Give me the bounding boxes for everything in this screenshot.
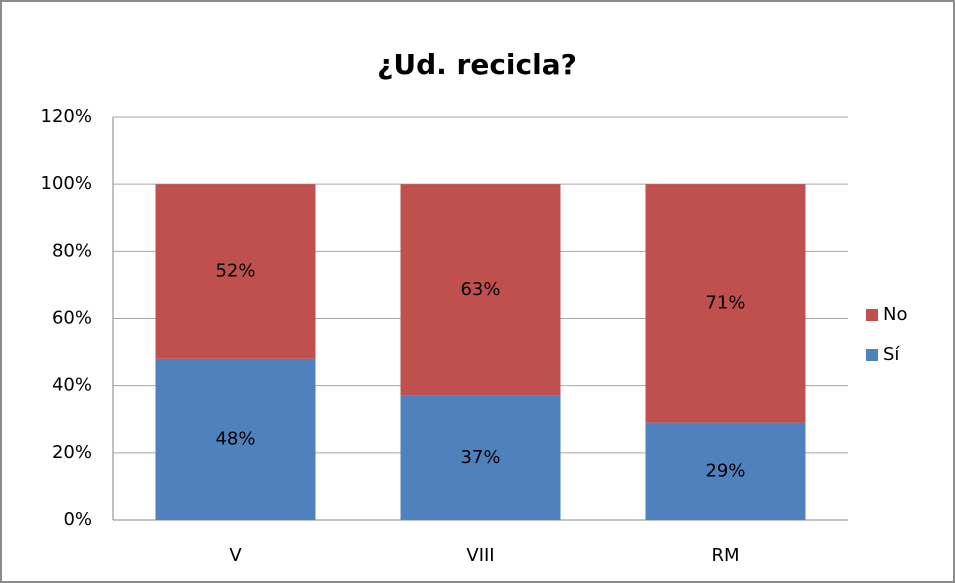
y-tick-label: 0%: [63, 509, 92, 530]
x-tick-label: V: [229, 545, 242, 566]
data-label: 48%: [215, 428, 255, 449]
legend-label: Sí: [883, 344, 900, 365]
y-tick-label: 100%: [41, 173, 92, 194]
data-label: 71%: [705, 292, 745, 313]
data-label: 63%: [460, 279, 500, 300]
legend-swatch: [866, 349, 878, 361]
legend-swatch: [866, 309, 878, 321]
bar-segment: [400, 395, 561, 520]
data-label: 52%: [215, 260, 255, 281]
legend-label: No: [883, 304, 907, 325]
chart-title: ¿Ud. recicla?: [377, 48, 577, 81]
x-tick-label: RM: [711, 545, 739, 566]
y-tick-label: 80%: [52, 240, 92, 261]
y-tick-label: 40%: [52, 375, 92, 396]
x-tick-label: VIII: [466, 545, 494, 566]
y-tick-label: 60%: [52, 308, 92, 329]
bar-segment: [155, 184, 316, 359]
bar-segment: [645, 184, 806, 423]
bar-segment: [400, 184, 561, 396]
bar-segment: [645, 422, 806, 520]
y-tick-label: 20%: [52, 442, 92, 463]
data-label: 37%: [460, 447, 500, 468]
y-tick-label: 120%: [41, 106, 92, 127]
data-label: 29%: [705, 460, 745, 481]
bar-segment: [155, 358, 316, 520]
